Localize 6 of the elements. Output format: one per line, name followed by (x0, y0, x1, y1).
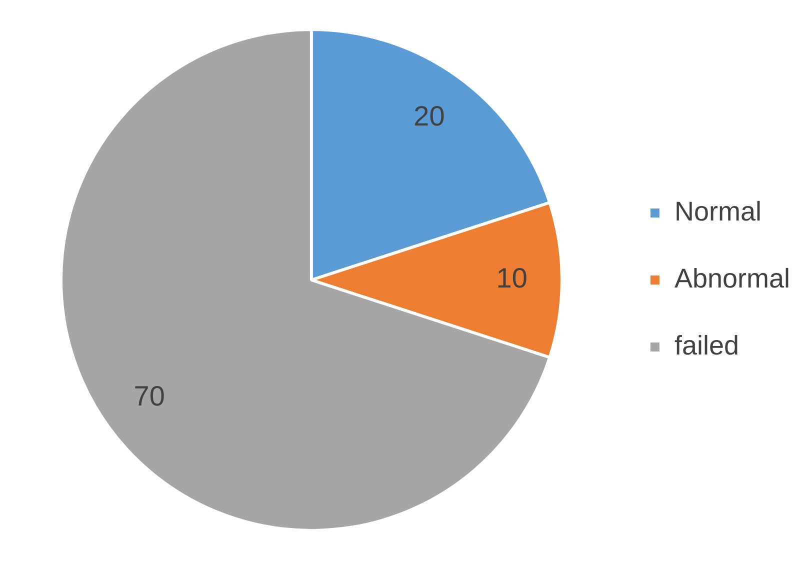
legend-label: failed (674, 330, 739, 360)
data-label: 10 (496, 262, 528, 294)
legend-label: Normal (674, 196, 762, 226)
data-label: 70 (134, 380, 165, 412)
data-label: 20 (414, 100, 445, 132)
legend-label: Abnormal (674, 263, 790, 294)
